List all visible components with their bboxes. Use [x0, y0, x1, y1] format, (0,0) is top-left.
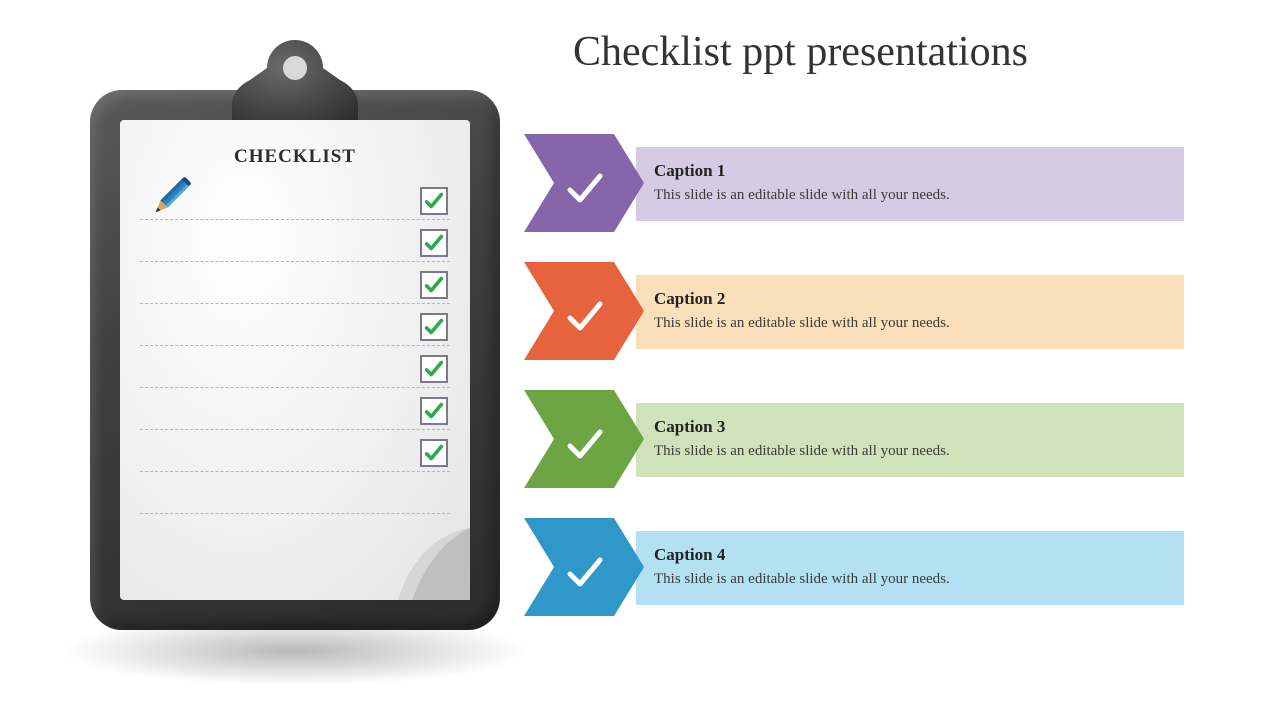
checkbox — [420, 313, 448, 341]
caption-row: Caption 3 This slide is an editable slide… — [524, 396, 1184, 482]
caption-row: Caption 4 This slide is an editable slide… — [524, 524, 1184, 610]
caption-title: Caption 4 — [654, 545, 1168, 565]
clipboard-paper: CHECKLIST — [120, 120, 470, 600]
checklist-line — [140, 262, 450, 304]
check-icon — [423, 358, 445, 380]
checklist-line — [140, 220, 450, 262]
check-icon — [562, 550, 608, 596]
checklist-line — [140, 430, 450, 472]
checkbox — [420, 229, 448, 257]
clipboard-clip — [230, 40, 360, 130]
check-icon — [562, 294, 608, 340]
checkbox — [420, 397, 448, 425]
checkbox — [420, 271, 448, 299]
caption-bar: Caption 4 This slide is an editable slide… — [636, 531, 1184, 605]
caption-title: Caption 1 — [654, 161, 1168, 181]
caption-bar: Caption 3 This slide is an editable slide… — [636, 403, 1184, 477]
caption-row: Caption 2 This slide is an editable slide… — [524, 268, 1184, 354]
caption-bar: Caption 2 This slide is an editable slide… — [636, 275, 1184, 349]
slide-title: Checklist ppt presentations — [573, 28, 1028, 76]
checklist-heading: CHECKLIST — [140, 146, 450, 168]
check-icon — [423, 232, 445, 254]
check-icon — [423, 274, 445, 296]
caption-desc: This slide is an editable slide with all… — [654, 443, 1168, 460]
caption-desc: This slide is an editable slide with all… — [654, 571, 1168, 588]
clip-hole-icon — [283, 56, 307, 80]
caption-desc: This slide is an editable slide with all… — [654, 187, 1168, 204]
clipboard: CHECKLIST — [90, 30, 500, 650]
caption-title: Caption 3 — [654, 417, 1168, 437]
checkbox — [420, 187, 448, 215]
check-icon — [423, 316, 445, 338]
caption-desc: This slide is an editable slide with all… — [654, 315, 1168, 332]
check-icon — [423, 442, 445, 464]
checklist-line — [140, 304, 450, 346]
checklist-line — [140, 346, 450, 388]
check-icon — [562, 166, 608, 212]
caption-bar: Caption 1 This slide is an editable slide… — [636, 147, 1184, 221]
caption-title: Caption 2 — [654, 289, 1168, 309]
caption-row: Caption 1 This slide is an editable slide… — [524, 140, 1184, 226]
checkbox — [420, 439, 448, 467]
check-icon — [423, 400, 445, 422]
page-curl-icon — [398, 528, 470, 600]
checklist-line — [140, 388, 450, 430]
check-icon — [423, 190, 445, 212]
checklist-line — [140, 472, 450, 514]
check-icon — [562, 422, 608, 468]
checkbox — [420, 355, 448, 383]
checklist-line — [140, 178, 450, 220]
